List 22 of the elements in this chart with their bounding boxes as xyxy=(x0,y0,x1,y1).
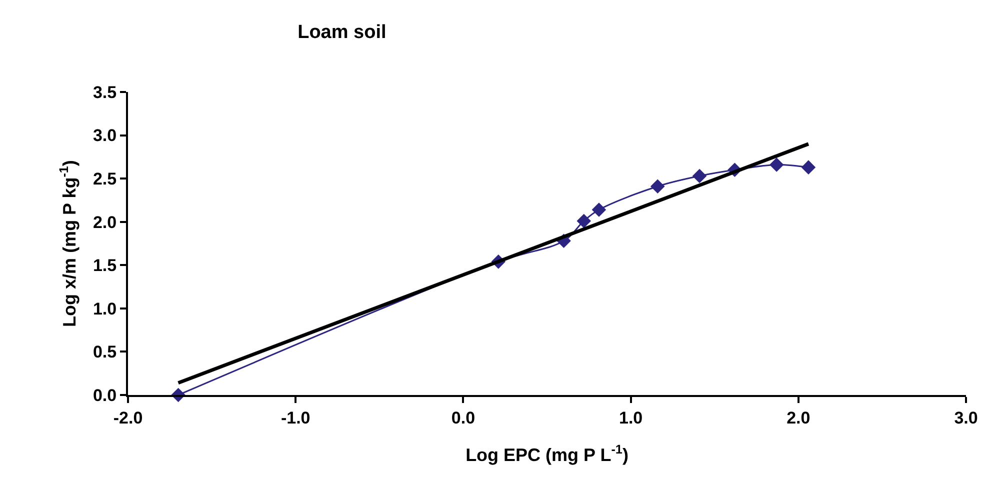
chart-title: Loam soil xyxy=(298,22,386,44)
x-tick-label: 0.0 xyxy=(451,408,476,428)
x-axis-title: Log EPC (mg P L$^{-1}$) xyxy=(466,442,628,465)
point xyxy=(801,160,816,174)
y-tick-label: 3.0 xyxy=(92,126,117,146)
y-tick-label: 0.0 xyxy=(92,386,117,405)
y-tick-label: 2.5 xyxy=(92,170,117,189)
point xyxy=(592,202,606,217)
y-tick-label: 1.0 xyxy=(92,299,117,318)
y-tick-label: 0.5 xyxy=(92,342,117,362)
point xyxy=(576,214,592,228)
x-tick-label: 3.0 xyxy=(954,408,978,428)
y-tick-label: 1.5 xyxy=(92,256,117,276)
point xyxy=(769,158,784,172)
x-tick-label: 1.0 xyxy=(618,408,643,428)
point xyxy=(650,179,665,194)
x-tick-label: 2.0 xyxy=(786,408,810,428)
y-tick-label: 3.5 xyxy=(92,82,117,102)
x-tick-label: -2.0 xyxy=(113,408,143,428)
point xyxy=(692,168,707,184)
x-tick-label: -1.0 xyxy=(280,408,310,428)
y-tick-label: 2.0 xyxy=(92,212,117,232)
